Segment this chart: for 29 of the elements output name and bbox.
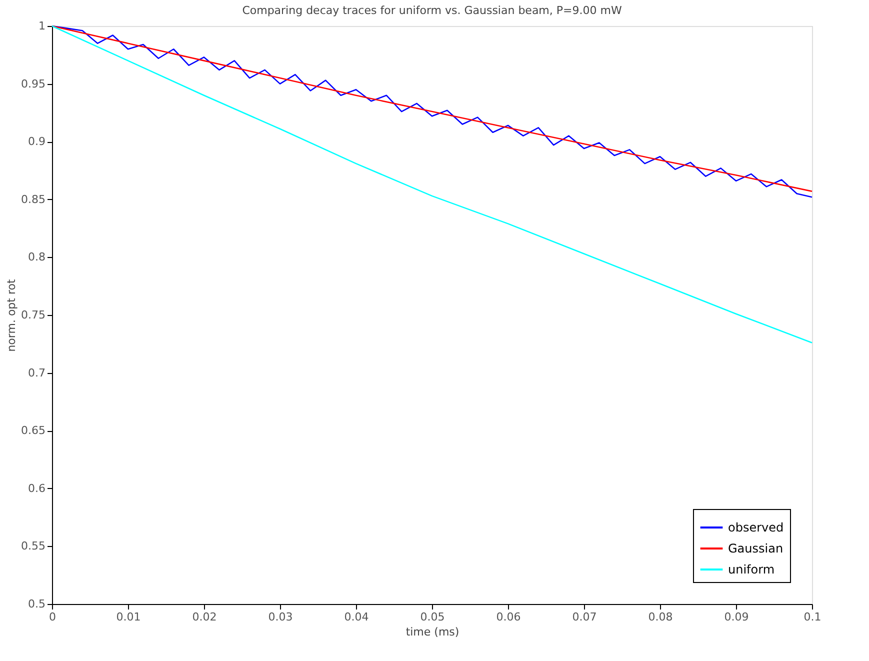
y-tick-label: 0.85 <box>21 192 46 206</box>
y-tick-label: 0.8 <box>28 250 46 264</box>
y-tick-label: 0.65 <box>21 424 46 438</box>
x-tick-label: 0.08 <box>648 610 673 624</box>
x-tick-label: 0.05 <box>420 610 445 624</box>
x-tick-label: 0.03 <box>268 610 293 624</box>
legend-label: observed <box>728 520 784 534</box>
x-tick-label: 0.02 <box>192 610 217 624</box>
x-tick-label: 0 <box>49 610 56 624</box>
x-axis-title: time (ms) <box>406 626 460 638</box>
x-tick-label: 0.04 <box>344 610 369 624</box>
y-axis-title: norm. opt rot <box>5 278 18 352</box>
legend-label: Gaussian <box>728 542 784 556</box>
y-tick-label: 0.55 <box>21 540 46 553</box>
y-tick-label: 0.75 <box>21 308 46 322</box>
y-tick-label: 0.5 <box>28 598 46 610</box>
x-tick-label: 0.01 <box>116 610 141 624</box>
y-tick-label: 1 <box>38 20 46 32</box>
y-tick-label: 0.9 <box>28 135 46 148</box>
y-tick-label: 0.95 <box>21 77 46 90</box>
x-tick-label: 0.1 <box>804 610 822 624</box>
legend-label: uniform <box>728 562 775 576</box>
x-tick-label: 0.09 <box>724 610 749 624</box>
chart-title: Comparing decay traces for uniform vs. Gaussian beam, P=9.00 mW <box>242 4 622 17</box>
line-series <box>51 25 813 344</box>
y-tick-label: 0.6 <box>28 482 46 495</box>
y-tick-label: 0.7 <box>28 366 46 380</box>
x-tick-label: 0.06 <box>496 610 521 624</box>
x-tick-label: 0.07 <box>572 610 597 624</box>
